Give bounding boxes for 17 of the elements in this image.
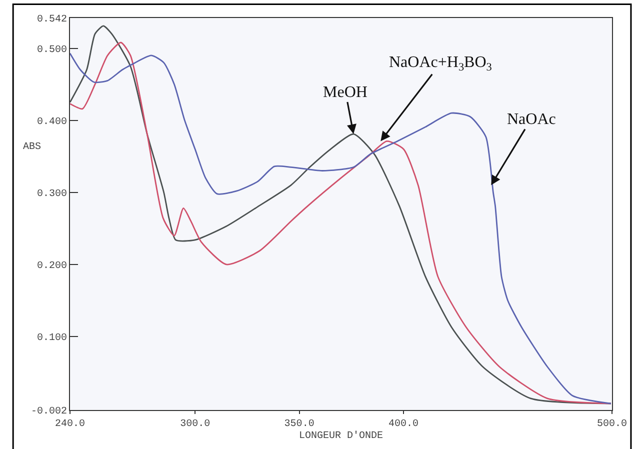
x-tick-label: 350.0 <box>284 419 314 430</box>
y-tick-label: 0.300 <box>36 188 67 200</box>
y-tick-label: 0.200 <box>36 260 67 272</box>
annotation: NaOAc <box>507 111 556 128</box>
x-tick-label: 400.0 <box>388 419 419 430</box>
y-tick-label: 0.500 <box>36 44 67 56</box>
y-tick-label: 0.400 <box>36 116 67 128</box>
x-axis-title: LONGEUR D'ONDE <box>298 430 384 442</box>
annotation: MeOH <box>323 84 368 101</box>
x-tick-label: 240.0 <box>54 419 86 430</box>
y-tick-label: 0.100 <box>36 333 67 344</box>
x-tick-label: 300.0 <box>180 419 210 430</box>
y-axis-title: ABS <box>23 142 42 153</box>
x-tick-label: 500.0 <box>596 419 628 430</box>
y-tick-label: -0.002 <box>30 406 67 418</box>
y-tick-label: 0.542 <box>36 14 67 26</box>
annotation: NaOAc+H$_{3}$BO$_{3}$ <box>389 54 492 74</box>
